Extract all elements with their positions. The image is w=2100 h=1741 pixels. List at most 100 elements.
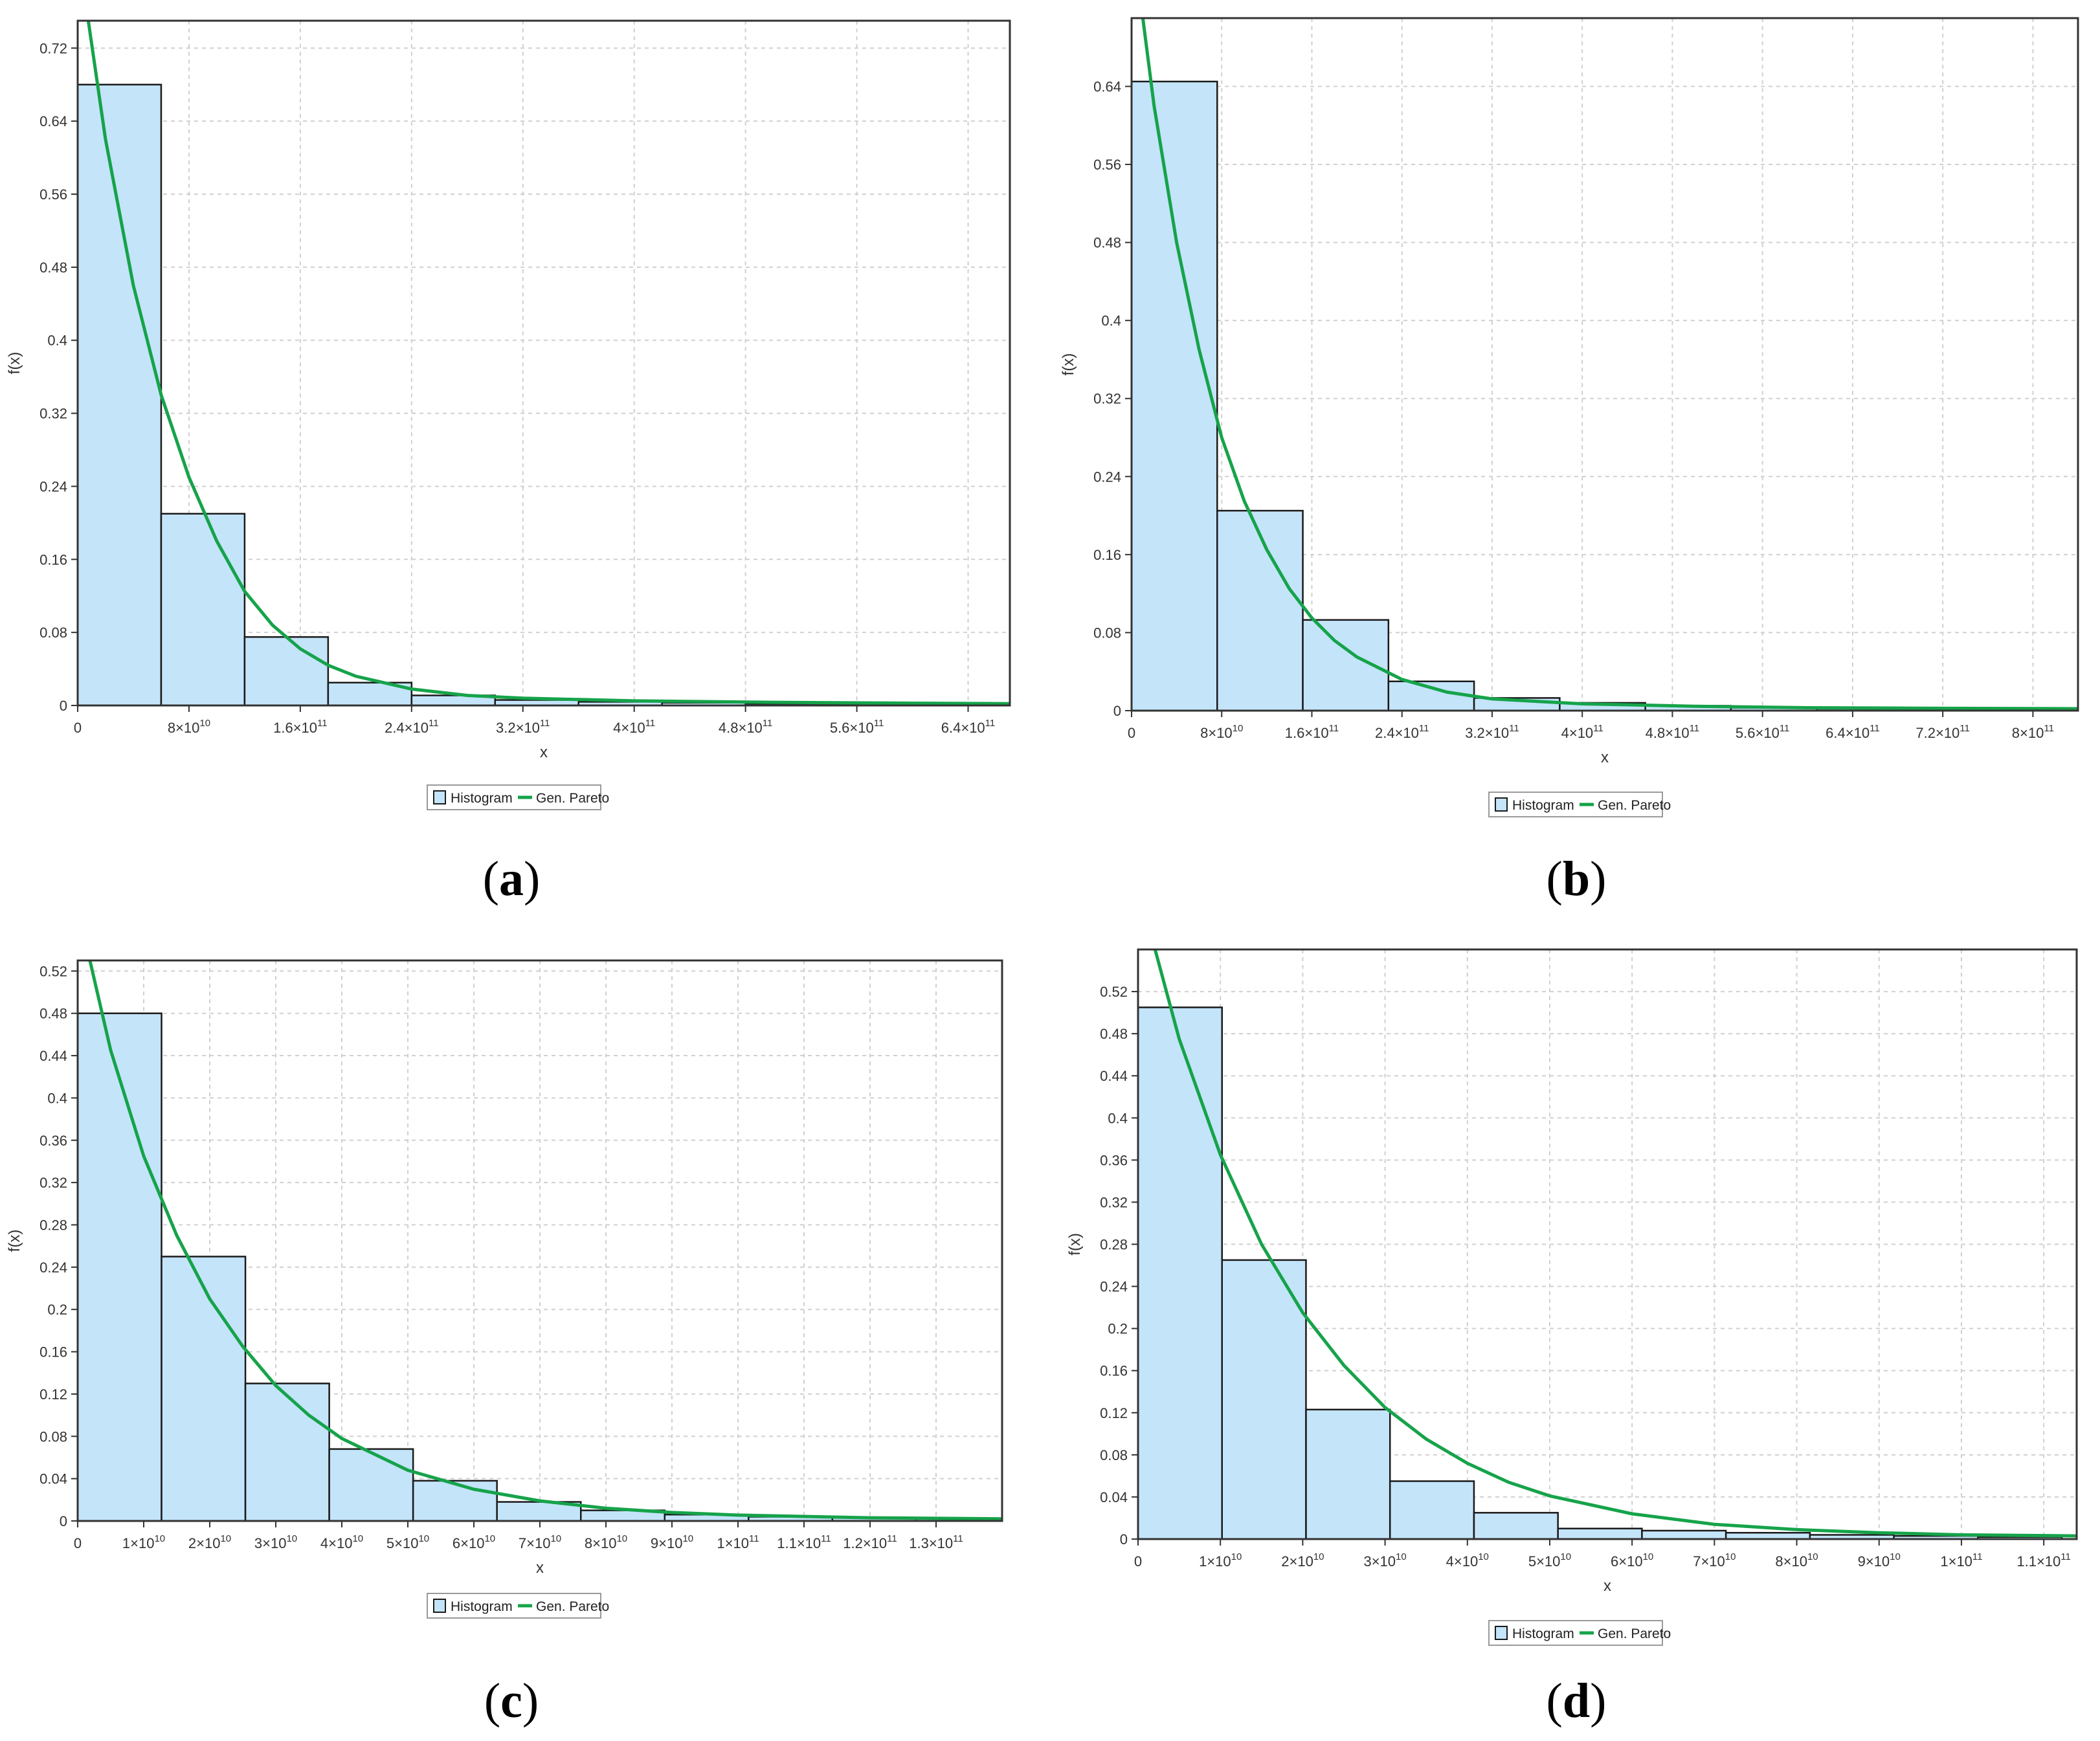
- y-axis-label: f(x): [1060, 353, 1077, 376]
- chart-panel-a: 0 0.08 0.16 0.24 0.32 0.4 0.48 0.56 0.64 0.72 0 8×1…: [6, 19, 1011, 810]
- histogram-bar: [160, 513, 246, 707]
- y-axis-label: f(x): [6, 352, 23, 375]
- histogram-bar: [1221, 1259, 1307, 1540]
- histogram-bar: [1305, 1408, 1391, 1540]
- y-tick-label: 0.12: [1100, 1405, 1128, 1421]
- y-tick-label: 0.48: [1100, 1026, 1128, 1042]
- legend-curve-label: Gen. Pareto: [1598, 1626, 1671, 1641]
- legend-histogram-label: Histogram: [451, 1599, 513, 1614]
- x-tick-label: 4.8×1011: [1646, 723, 1699, 741]
- y-tick-label: 0.72: [39, 40, 67, 56]
- y-tick-label: 0.08: [39, 625, 67, 641]
- y-tick-label: 0.12: [39, 1386, 67, 1403]
- histogram-bar: [1137, 1006, 1223, 1540]
- legend-box: [1488, 1620, 1663, 1646]
- legend: Histogram Gen. Pareto: [1488, 792, 1671, 817]
- plot-frame: [1130, 17, 2079, 712]
- legend-box: [427, 784, 601, 810]
- y-tick-label: 0.16: [39, 1344, 67, 1360]
- y-tick-label: 0.56: [39, 186, 67, 203]
- y-tick-label: 0.36: [39, 1133, 67, 1149]
- histogram-bar: [1557, 1527, 1643, 1540]
- x-tick-label: 0: [74, 720, 82, 736]
- x-tick-label: 5×1010: [1528, 1551, 1571, 1569]
- y-tick-label: 0.4: [47, 1090, 67, 1106]
- y-axis-label: f(x): [6, 1230, 23, 1252]
- caption-b: (b): [1546, 852, 1607, 906]
- histogram-bar: [76, 1012, 162, 1522]
- y-axis-label: f(x): [1066, 1233, 1084, 1256]
- x-tick-label: 1×1011: [717, 1533, 759, 1551]
- y-tick-label: 0.16: [39, 551, 67, 568]
- x-tick-label: 8×1010: [168, 718, 210, 736]
- y-tick-label: 0.16: [1093, 547, 1121, 563]
- x-axis-label: x: [1601, 749, 1609, 766]
- x-tick-label: 4×1010: [1446, 1551, 1489, 1569]
- y-tick-label: 0.56: [1093, 157, 1121, 173]
- x-tick-label: 2.4×1011: [385, 718, 438, 736]
- y-tick-label: 0.32: [39, 1175, 67, 1191]
- x-tick-label: 1.2×1011: [843, 1533, 897, 1551]
- x-tick-label: 5.6×1011: [1736, 723, 1789, 741]
- x-tick-label: 7×1010: [519, 1533, 561, 1551]
- y-tick-label: 0.4: [1108, 1110, 1128, 1126]
- x-tick-label: 2×1010: [188, 1533, 231, 1551]
- y-tick-label: 0.28: [39, 1217, 67, 1233]
- x-tick-label: 9×1010: [651, 1533, 693, 1551]
- histogram-bar: [161, 1256, 247, 1522]
- x-tick-label: 7×1010: [1693, 1551, 1736, 1569]
- y-tick-label: 0.36: [1100, 1152, 1128, 1168]
- x-tick-label: 3.2×1011: [496, 718, 550, 736]
- legend-histogram-label: Histogram: [1512, 798, 1574, 813]
- y-tick-label: 0: [60, 1513, 67, 1529]
- x-tick-label: 1×1010: [1199, 1551, 1242, 1569]
- x-axis-label: x: [536, 1559, 544, 1577]
- histogram-bar: [244, 1382, 330, 1522]
- x-tick-label: 8×1010: [585, 1533, 627, 1551]
- x-tick-label: 1.6×1011: [273, 718, 327, 736]
- y-tick-label: 0.48: [39, 260, 67, 276]
- chart-panel-b: 0 0.08 0.16 0.24 0.32 0.4 0.48 0.56 0.64 0 8×1010 1…: [1060, 17, 2079, 817]
- histogram-bar: [1216, 509, 1304, 712]
- y-tick-label: 0.28: [1100, 1237, 1128, 1253]
- caption-a: (a): [482, 852, 541, 906]
- y-tick-label: 0.04: [1100, 1489, 1128, 1505]
- x-tick-label: 0: [1134, 1553, 1142, 1569]
- y-tick-label: 0.32: [1100, 1194, 1128, 1210]
- y-tick-label: 0.52: [1100, 984, 1128, 1000]
- legend-histogram-label: Histogram: [451, 791, 513, 806]
- histogram-bar: [1641, 1529, 1727, 1540]
- chart-panel-d: 0 0.04 0.08 0.12 0.16 0.2 0.24 0.28 0.32 0.36 0.4 0…: [1066, 948, 2078, 1646]
- x-tick-label: 2×1010: [1281, 1551, 1324, 1569]
- y-tick-label: 0.44: [39, 1048, 67, 1064]
- legend-histogram-swatch: [1495, 1626, 1508, 1640]
- legend: Histogram Gen. Pareto: [427, 784, 609, 810]
- x-tick-label: 2.4×1011: [1375, 723, 1429, 741]
- histogram-bar: [1130, 80, 1218, 712]
- x-tick-label: 4×1011: [613, 718, 655, 736]
- y-tick-label: 0.24: [1100, 1279, 1128, 1295]
- x-tick-label: 8×1010: [1200, 723, 1243, 741]
- legend-curve-label: Gen. Pareto: [1598, 798, 1671, 813]
- y-tick-label: 0.4: [47, 333, 67, 349]
- y-tick-label: 0.24: [39, 478, 67, 494]
- chart-panel-c: 0 0.04 0.08 0.12 0.16 0.2 0.24 0.28 0.32 0.36 0.4 0…: [6, 959, 1003, 1619]
- x-tick-label: 3×1010: [1363, 1551, 1406, 1569]
- legend-histogram-swatch: [1495, 797, 1508, 812]
- x-tick-label: 8×1011: [2012, 723, 2054, 741]
- y-tick-label: 0.52: [39, 963, 67, 979]
- x-tick-label: 1.1×1011: [777, 1533, 831, 1551]
- y-tick-label: 0.64: [1093, 78, 1121, 94]
- y-tick-label: 0.08: [1100, 1447, 1128, 1463]
- y-tick-label: 0.08: [1093, 625, 1121, 641]
- x-tick-label: 6.4×1011: [1826, 723, 1879, 741]
- x-tick-label: 7.2×1011: [1916, 723, 1969, 741]
- x-tick-label: 4.8×1011: [719, 718, 772, 736]
- histogram-bar: [1387, 680, 1475, 712]
- caption-d: (d): [1546, 1674, 1607, 1728]
- histogram-bar: [1473, 1512, 1559, 1540]
- y-tick-label: 0.04: [39, 1471, 67, 1487]
- x-tick-label: 1.3×1011: [909, 1533, 963, 1551]
- gen-pareto-curve: [1141, 18, 2078, 711]
